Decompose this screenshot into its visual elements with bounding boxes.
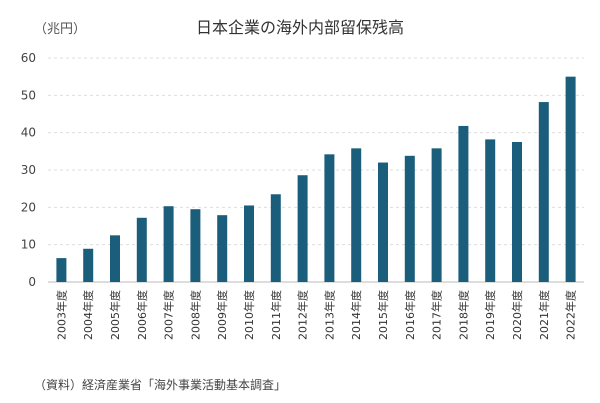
x-tick-label: 2016年度 [403,290,417,340]
bar [351,148,362,282]
y-axis-ticks: 0 10 20 30 40 50 60 [21,51,36,289]
x-tick-label: 2008年度 [188,290,202,340]
y-tick-label: 40 [21,126,36,140]
y-tick-label: 60 [21,51,36,65]
x-tick-label: 2010年度 [242,290,256,340]
y-tick-label: 50 [21,88,36,102]
bar [217,215,228,282]
bar [512,142,522,282]
x-tick-label: 2015年度 [376,290,390,340]
bar [163,206,174,282]
bar [56,258,67,282]
gridlines [48,57,584,283]
bar [431,148,442,282]
x-tick-label: 2014年度 [349,290,363,340]
x-axis-ticks: 2003年度 2004年度 2005年度 2006年度 2007年度 2008年度 2009… [54,290,577,340]
x-tick-label: 2009年度 [215,290,229,340]
bar [190,209,201,282]
x-tick-label: 2013年度 [322,290,336,340]
bar [297,175,308,282]
bars [56,76,576,283]
bar [136,217,147,282]
x-tick-label: 2011年度 [269,290,283,340]
bar [110,235,120,282]
x-tick-label: 2021年度 [537,290,551,340]
x-tick-label: 2019年度 [483,290,497,340]
bar [378,162,388,282]
source-note: （資料）経済産業省「海外事業活動基本調査」 [34,378,287,392]
x-tick-label: 2017年度 [430,290,444,340]
x-tick-label: 2018年度 [456,290,470,340]
bar [485,139,496,282]
chart-title: 日本企業の海外内部留保残高 [195,18,404,37]
x-tick-label: 2003年度 [54,290,68,340]
bar [324,154,335,282]
x-tick-label: 2012年度 [296,290,310,340]
x-tick-label: 2006年度 [135,290,149,340]
x-tick-label: 2020年度 [510,290,524,340]
x-tick-label: 2005年度 [108,290,122,340]
unit-label: （兆円） [34,22,87,37]
bar [565,76,576,283]
bar [458,125,469,283]
bar [244,205,254,282]
x-tick-label: 2004年度 [81,290,95,340]
bar [270,194,281,282]
x-tick-label: 2007年度 [162,290,176,340]
y-tick-label: 30 [21,163,36,177]
x-tick-label: 2022年度 [564,290,578,340]
y-tick-label: 0 [28,275,36,289]
y-tick-label: 20 [21,200,36,214]
bar [538,102,549,282]
bar [404,155,415,282]
bar [83,248,94,282]
y-tick-label: 10 [21,238,36,252]
